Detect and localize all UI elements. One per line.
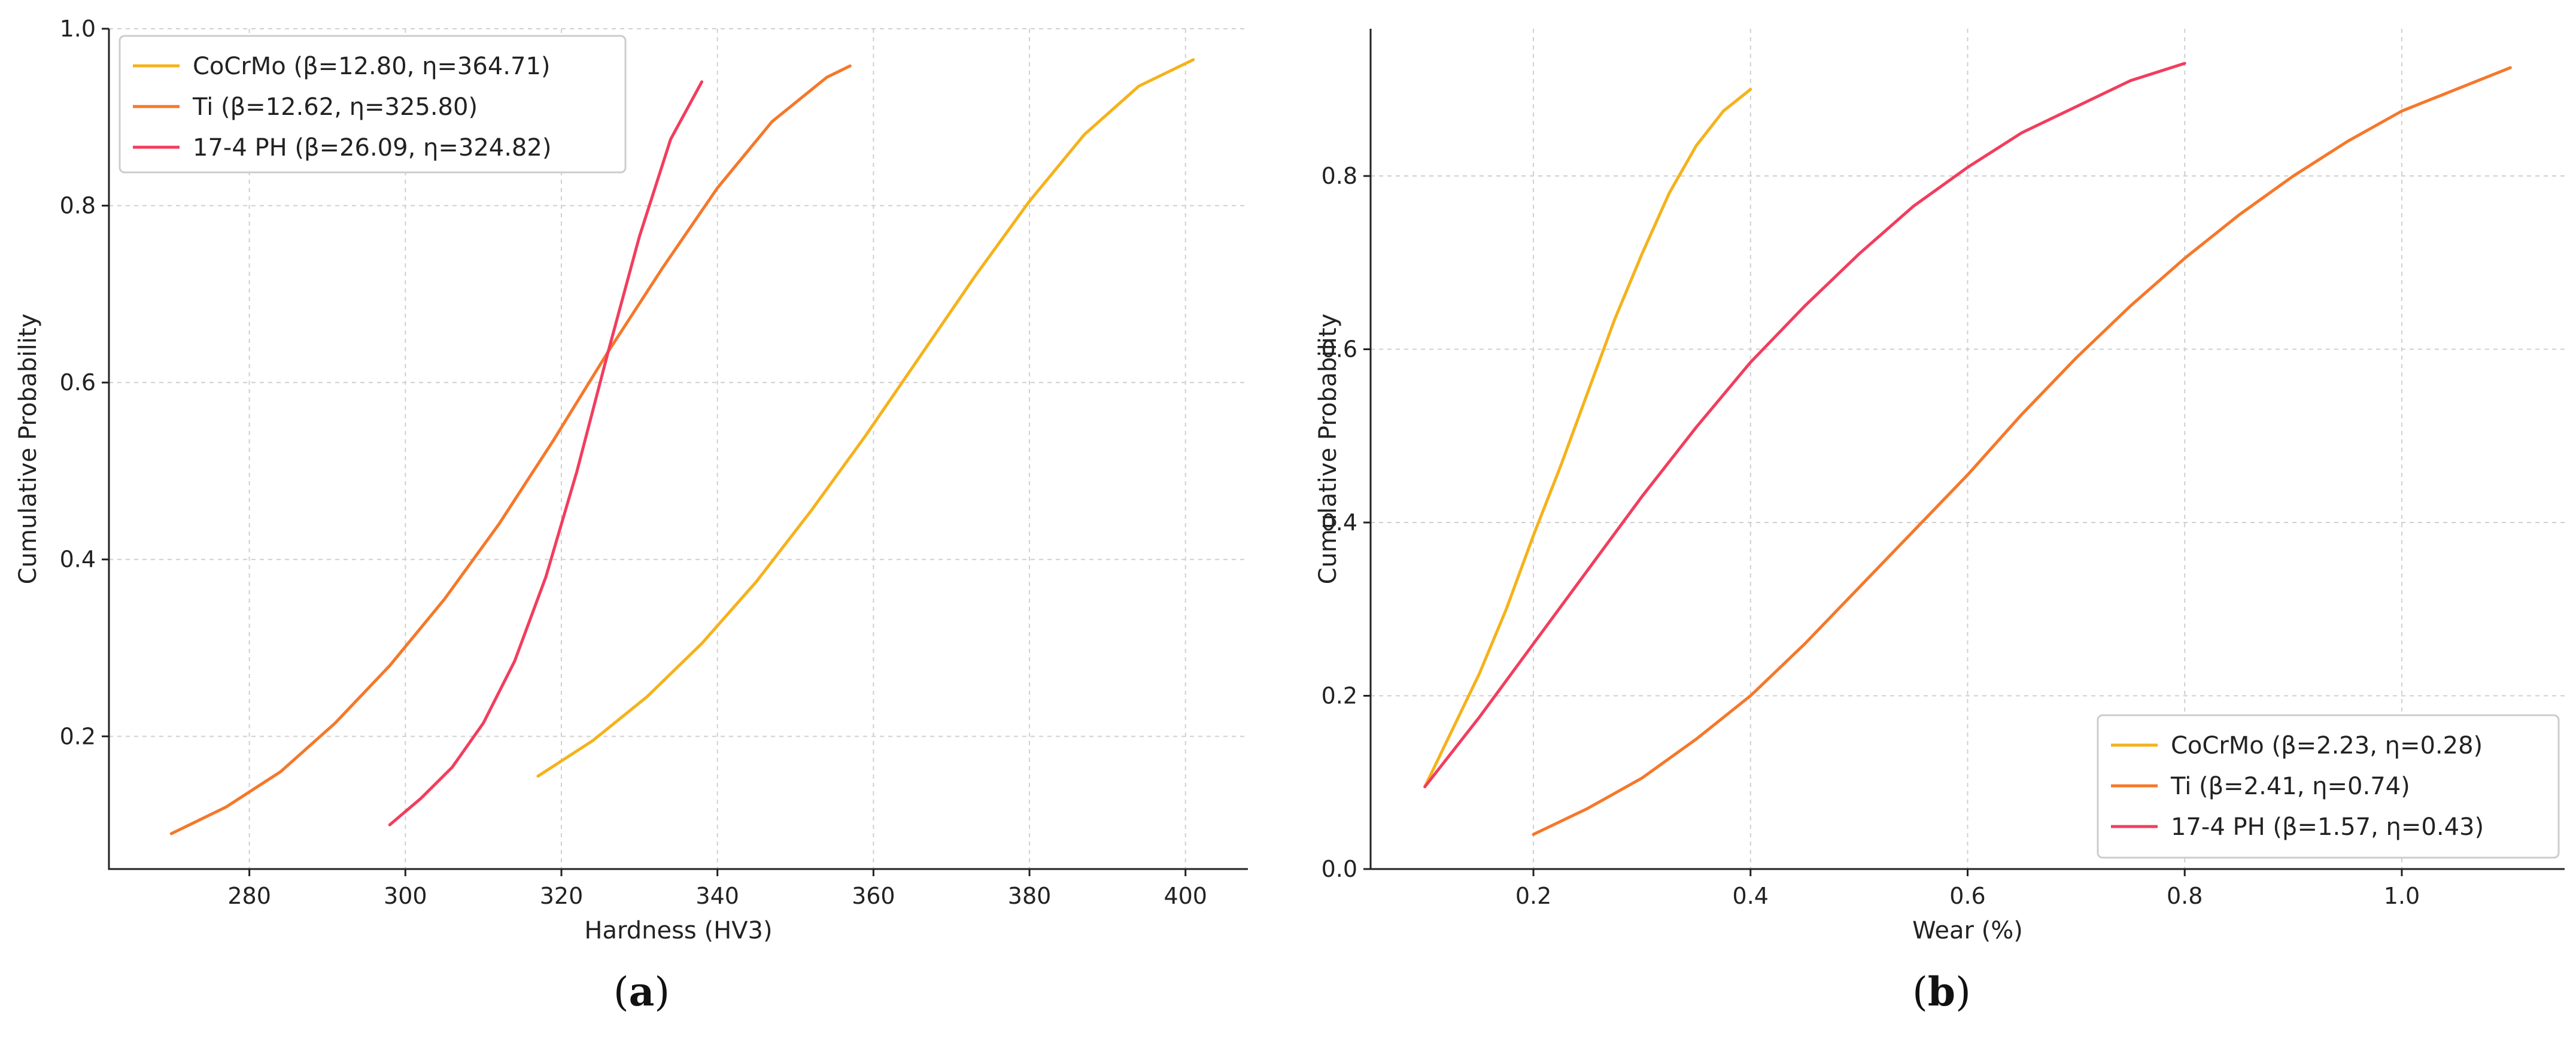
x-tick-label: 400 — [1164, 883, 1207, 909]
legend-label-3: 17-4 PH (β=26.09, η=324.82) — [193, 134, 551, 162]
legend-label-1: CoCrMo (β=12.80, η=364.71) — [193, 53, 551, 80]
y-axis-title: Cumulative Probability — [14, 314, 42, 584]
panel-label: (a) — [613, 968, 670, 1015]
series-line-1 — [1423, 87, 1752, 788]
panel-label-letter: a — [629, 968, 655, 1015]
y-tick-label: 1.0 — [60, 16, 96, 42]
y-tick-label: 0.0 — [1322, 856, 1357, 882]
y-tick-label: 0.8 — [1322, 163, 1357, 189]
x-axis-title: Wear (%) — [1912, 917, 2023, 944]
panel-label-letter: b — [1928, 968, 1955, 1015]
legend-label-1: CoCrMo (β=2.23, η=0.28) — [2171, 732, 2483, 760]
series-line-3 — [388, 80, 704, 827]
x-tick-label: 360 — [852, 883, 895, 909]
series-line-3 — [1423, 62, 2186, 788]
series-line-2 — [1532, 66, 2512, 836]
legend-label-2: Ti (β=12.62, η=325.80) — [192, 93, 478, 121]
y-tick-label: 0.6 — [1322, 336, 1357, 363]
y-tick-label: 0.6 — [60, 369, 96, 396]
panel-label: (b) — [1912, 968, 1971, 1015]
series-line-1 — [536, 58, 1195, 778]
x-tick-label: 300 — [384, 883, 427, 909]
axis-spines — [1369, 29, 2565, 870]
legend-label-3: 17-4 PH (β=1.57, η=0.43) — [2171, 813, 2484, 841]
y-tick-label: 0.2 — [60, 723, 96, 749]
x-tick-label: 320 — [540, 883, 584, 909]
x-tick-label: 340 — [695, 883, 739, 909]
axis-spines — [108, 29, 1248, 870]
legend-label-2: Ti (β=2.41, η=0.74) — [2170, 773, 2410, 800]
y-tick-label: 0.2 — [1322, 683, 1357, 709]
chart-panel-b: 0.2 0.4 0.6 0.8 1.0 0.0 0.2 0.4 0.6 0.8 Wear (%) Cu… — [1314, 29, 2565, 1015]
series-line-2 — [169, 64, 852, 836]
x-tick-label: 0.2 — [1515, 883, 1551, 909]
x-tick-label: 0.4 — [1733, 883, 1769, 909]
chart-panel-a: 280 300 320 340 360 380 400 0.2 0.4 0.6 0.8 1.0 Hard… — [14, 16, 1248, 1015]
x-tick-label: 0.8 — [2167, 883, 2203, 909]
y-tick-label: 0.8 — [60, 193, 96, 219]
x-tick-label: 1.0 — [2384, 883, 2420, 909]
y-tick-label: 0.4 — [1322, 509, 1357, 536]
legend-box — [119, 35, 627, 174]
legend-box — [2097, 714, 2560, 859]
y-tick-label: 0.4 — [60, 546, 96, 573]
x-tick-label: 380 — [1008, 883, 1052, 909]
y-axis-title: Cumulative Probability — [1314, 314, 1342, 584]
x-axis-title: Hardness (HV3) — [584, 917, 772, 944]
x-tick-label: 280 — [227, 883, 271, 909]
x-tick-label: 0.6 — [1949, 883, 1985, 909]
